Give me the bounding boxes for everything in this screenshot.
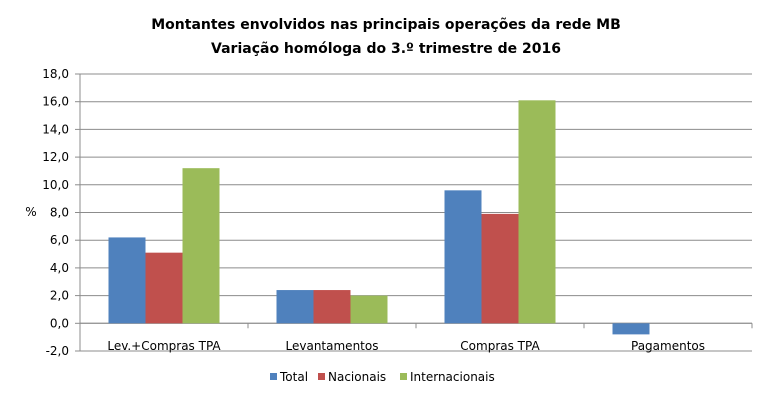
bar: [612, 323, 650, 335]
legend-swatch: [270, 373, 277, 380]
category-labels: Lev.+Compras TPA Levantamentos Compras TPA…: [107, 339, 705, 353]
legend-label: Total: [279, 370, 308, 384]
y-axis-label: %: [25, 205, 36, 219]
y-tick-label: 12,0: [42, 150, 69, 164]
bar: [313, 290, 351, 324]
category-label: Compras TPA: [460, 339, 540, 353]
y-tick-label: 14,0: [42, 122, 69, 136]
y-tick-label: 2,0: [50, 289, 69, 303]
chart-title: Montantes envolvidos nas principais oper…: [151, 17, 621, 33]
y-tick-label: 4,0: [50, 261, 69, 275]
bar: [518, 100, 556, 324]
bar: [444, 190, 482, 324]
category-label: Lev.+Compras TPA: [107, 339, 221, 353]
legend: Total Nacionais Internacionais: [270, 370, 495, 384]
bar: [182, 168, 220, 324]
chart-subtitle: Variação homóloga do 3.º trimestre de 20…: [211, 41, 561, 57]
y-tick-label: 8,0: [50, 206, 69, 220]
bar: [108, 237, 146, 324]
bar: [350, 295, 388, 324]
legend-swatch: [318, 373, 325, 380]
y-tick-label: 10,0: [42, 178, 69, 192]
bar: [276, 290, 314, 324]
y-tick-label: 0,0: [50, 316, 69, 330]
bar: [481, 213, 519, 324]
y-tick-label: 16,0: [42, 95, 69, 109]
category-label: Levantamentos: [286, 339, 379, 353]
y-tick-labels: 18,0 16,0 14,0 12,0 10,0 8,0 6,0 4,0 2,0 0,0 -2,0: [42, 67, 69, 358]
bars: [108, 100, 650, 335]
bar: [145, 252, 183, 324]
y-tick-label: 18,0: [42, 67, 69, 81]
y-tick-label: -2,0: [46, 344, 69, 358]
legend-label: Internacionais: [410, 370, 495, 384]
legend-label: Nacionais: [328, 370, 386, 384]
category-label: Pagamentos: [631, 339, 705, 353]
y-tick-label: 6,0: [50, 233, 69, 247]
legend-swatch: [400, 373, 407, 380]
